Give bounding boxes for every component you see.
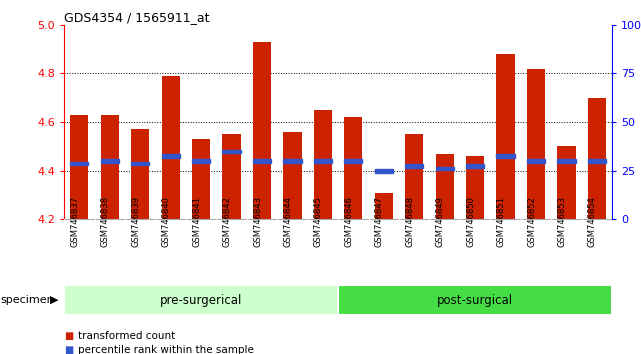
Bar [71, 115, 88, 219]
Text: GSM746844: GSM746844 [283, 196, 292, 247]
Bar [101, 159, 119, 163]
Text: GSM746850: GSM746850 [466, 196, 475, 247]
Bar [466, 164, 484, 168]
Bar [527, 159, 545, 163]
Text: GSM746841: GSM746841 [192, 196, 201, 247]
Text: GSM746853: GSM746853 [558, 196, 567, 247]
Bar [374, 193, 393, 219]
Bar [222, 150, 240, 153]
Bar [253, 42, 271, 219]
Text: GSM746848: GSM746848 [405, 196, 414, 247]
Text: GSM746852: GSM746852 [527, 196, 536, 247]
Text: GSM746851: GSM746851 [497, 196, 506, 247]
Text: pre-surgerical: pre-surgerical [160, 293, 242, 307]
Bar [131, 130, 149, 219]
Bar [192, 159, 210, 163]
Bar [466, 156, 484, 219]
Bar [588, 98, 606, 219]
Bar [283, 132, 301, 219]
Text: GSM746840: GSM746840 [162, 196, 171, 247]
Text: ■: ■ [64, 346, 73, 354]
Text: post-surgical: post-surgical [437, 293, 513, 307]
Bar [496, 54, 515, 219]
Bar [131, 162, 149, 165]
Text: specimen: specimen [1, 295, 54, 305]
Bar [162, 76, 179, 219]
Bar [344, 117, 362, 219]
Text: GSM746843: GSM746843 [253, 196, 262, 247]
Bar [496, 154, 515, 158]
Bar [527, 69, 545, 219]
Text: GSM746845: GSM746845 [314, 196, 323, 247]
Text: GSM746838: GSM746838 [101, 196, 110, 247]
Bar [374, 169, 393, 172]
Bar [222, 134, 240, 219]
Text: GSM746847: GSM746847 [375, 196, 384, 247]
Bar [338, 285, 612, 315]
Bar [253, 159, 271, 163]
Bar [314, 110, 332, 219]
Bar [436, 167, 454, 170]
Bar [557, 159, 576, 163]
Bar [344, 159, 362, 163]
Bar [101, 115, 119, 219]
Text: GSM746837: GSM746837 [71, 196, 79, 247]
Bar [436, 154, 454, 219]
Text: ■: ■ [64, 331, 73, 341]
Bar [588, 159, 606, 163]
Bar [405, 164, 423, 168]
Bar [557, 147, 576, 219]
Text: ▶: ▶ [50, 295, 59, 305]
Bar [162, 154, 179, 158]
Bar [71, 162, 88, 165]
Bar [64, 285, 338, 315]
Bar [314, 159, 332, 163]
Bar [283, 159, 301, 163]
Text: GSM746849: GSM746849 [436, 196, 445, 247]
Text: percentile rank within the sample: percentile rank within the sample [78, 346, 254, 354]
Text: GSM746854: GSM746854 [588, 196, 597, 247]
Bar [192, 139, 210, 219]
Text: GSM746842: GSM746842 [222, 196, 231, 247]
Text: transformed count: transformed count [78, 331, 176, 341]
Text: GSM746846: GSM746846 [344, 196, 353, 247]
Text: GSM746839: GSM746839 [131, 196, 140, 247]
Bar [405, 134, 423, 219]
Text: GDS4354 / 1565911_at: GDS4354 / 1565911_at [64, 11, 210, 24]
